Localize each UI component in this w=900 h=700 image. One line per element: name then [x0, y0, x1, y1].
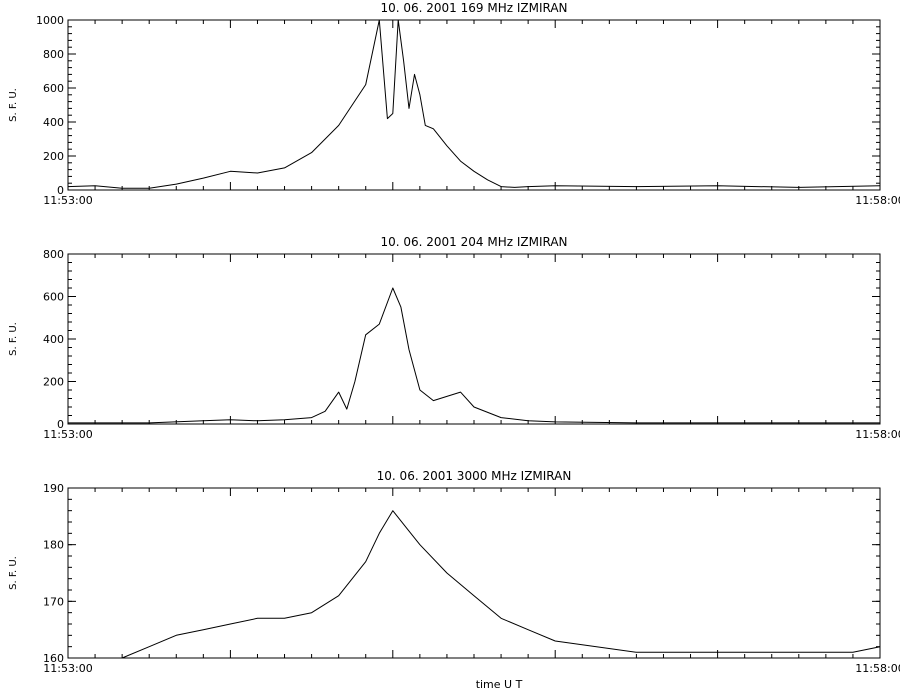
y-tick-label: 0: [57, 184, 64, 197]
y-tick-label: 800: [43, 248, 64, 261]
y-tick-label: 200: [43, 376, 64, 389]
x-tick-label: 11:53:00: [43, 428, 92, 441]
y-tick-label: 160: [43, 652, 64, 665]
x-tick-label: 11:58:00: [855, 428, 900, 441]
chart-panel-2: 10. 06. 2001 204 MHz IZMIRAN S. F. U. 0 200…: [8, 235, 900, 441]
y-tick-label: 190: [43, 482, 64, 495]
x-tick-label: 11:53:00: [43, 194, 92, 207]
y-tick-label: 800: [43, 48, 64, 61]
chart-title: 10. 06. 2001 3000 MHz IZMIRAN: [377, 469, 572, 483]
chart-panel-3: 10. 06. 2001 3000 MHz IZMIRAN S. F. U. 160…: [8, 469, 900, 691]
y-tick-label: 400: [43, 116, 64, 129]
flux-series-line: [68, 287, 880, 424]
flux-series-line: [68, 510, 881, 659]
x-axis-label: time U T: [476, 678, 523, 691]
y-tick-label: 400: [43, 333, 64, 346]
y-tick-label: 600: [43, 82, 64, 95]
y-axis-label: S. F. U.: [8, 322, 19, 356]
chart-title: 10. 06. 2001 204 MHz IZMIRAN: [380, 235, 567, 249]
x-tick-label: 11:58:00: [855, 662, 900, 675]
x-tick-label: 11:53:00: [43, 662, 92, 675]
x-tick-label: 11:58:00: [855, 194, 900, 207]
plot-frame: [67, 253, 881, 425]
y-tick-label: 0: [57, 418, 64, 431]
y-tick-label: 180: [43, 539, 64, 552]
y-tick-label: 170: [43, 595, 64, 608]
flux-series-line: [67, 19, 881, 189]
chart-title: 10. 06. 2001 169 MHz IZMIRAN: [380, 1, 567, 15]
plot-frame: [67, 19, 881, 191]
y-axis-label: S. F. U.: [8, 88, 19, 122]
y-tick-label: 1000: [36, 14, 64, 27]
chart-panel-1: 10. 06. 2001 169 MHz IZMIRAN S. F. U. 0 200…: [8, 1, 900, 207]
y-tick-label: 200: [43, 150, 64, 163]
y-tick-label: 600: [43, 291, 64, 304]
y-axis-label: S. F. U.: [8, 556, 19, 590]
